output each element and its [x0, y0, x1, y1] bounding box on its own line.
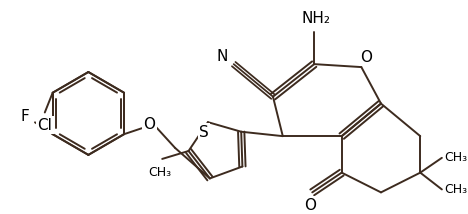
Text: Cl: Cl [37, 118, 52, 133]
Text: N: N [216, 49, 227, 64]
Text: CH₃: CH₃ [444, 151, 467, 164]
Text: O: O [360, 50, 372, 65]
Text: S: S [199, 125, 209, 140]
Text: CH₃: CH₃ [444, 183, 467, 196]
Text: CH₃: CH₃ [149, 166, 172, 179]
Text: NH₂: NH₂ [302, 11, 331, 26]
Text: F: F [21, 109, 29, 124]
Text: O: O [304, 198, 316, 213]
Text: O: O [144, 117, 156, 132]
